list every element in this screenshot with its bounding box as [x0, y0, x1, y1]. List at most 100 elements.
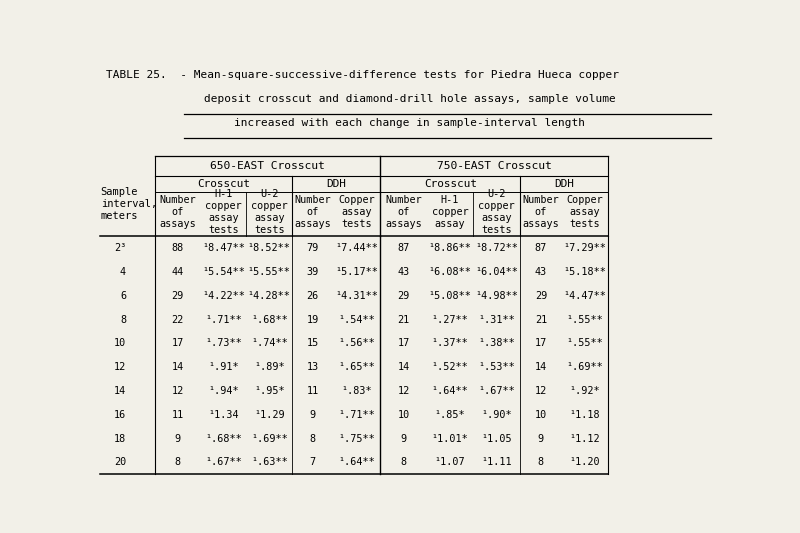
Text: ¹.63**: ¹.63**	[251, 457, 288, 467]
Text: 15: 15	[306, 338, 318, 349]
Text: DDH: DDH	[326, 179, 346, 189]
Text: 26: 26	[306, 291, 318, 301]
Text: ¹8.52**: ¹8.52**	[248, 243, 290, 253]
Text: ¹5.17**: ¹5.17**	[335, 267, 378, 277]
Text: ¹.68**: ¹.68**	[251, 314, 288, 325]
Text: ¹.69**: ¹.69**	[566, 362, 603, 372]
Text: ¹8.72**: ¹8.72**	[475, 243, 518, 253]
Text: 18: 18	[114, 434, 126, 443]
Text: ¹4.31**: ¹4.31**	[335, 291, 378, 301]
Text: ¹.92*: ¹.92*	[570, 386, 600, 396]
Text: ¹6.08**: ¹6.08**	[429, 267, 471, 277]
Text: 750-EAST Crosscut: 750-EAST Crosscut	[437, 161, 552, 171]
Text: ¹8.47**: ¹8.47**	[202, 243, 245, 253]
Text: ¹1.12: ¹1.12	[570, 434, 600, 443]
Text: ¹1.05: ¹1.05	[481, 434, 512, 443]
Text: ¹.31**: ¹.31**	[478, 314, 515, 325]
Text: ¹5.18**: ¹5.18**	[563, 267, 606, 277]
Text: 14: 14	[114, 386, 126, 396]
Text: ¹.69**: ¹.69**	[251, 434, 288, 443]
Text: ¹4.47**: ¹4.47**	[563, 291, 606, 301]
Text: 4: 4	[120, 267, 126, 277]
Text: ¹.37**: ¹.37**	[432, 338, 468, 349]
Text: 10: 10	[534, 410, 547, 420]
Text: ¹1.11: ¹1.11	[481, 457, 512, 467]
Text: ¹1.20: ¹1.20	[570, 457, 600, 467]
Text: 8: 8	[120, 314, 126, 325]
Text: increased with each change in sample-interval length: increased with each change in sample-int…	[234, 118, 586, 128]
Text: 44: 44	[171, 267, 184, 277]
Text: 20: 20	[114, 457, 126, 467]
Text: ¹.90*: ¹.90*	[481, 410, 512, 420]
Text: 11: 11	[306, 386, 318, 396]
Text: ¹4.22**: ¹4.22**	[202, 291, 245, 301]
Text: 9: 9	[310, 410, 316, 420]
Text: 650-EAST Crosscut: 650-EAST Crosscut	[210, 161, 325, 171]
Text: ¹.54**: ¹.54**	[338, 314, 375, 325]
Text: ¹.94*: ¹.94*	[208, 386, 238, 396]
Text: ¹5.55**: ¹5.55**	[248, 267, 290, 277]
Text: Crosscut: Crosscut	[197, 179, 250, 189]
Text: 8: 8	[538, 457, 544, 467]
Text: 87: 87	[534, 243, 547, 253]
Text: 14: 14	[398, 362, 410, 372]
Text: TABLE 25.  - Mean-square-successive-difference tests for Piedra Hueca copper: TABLE 25. - Mean-square-successive-diffe…	[106, 70, 619, 80]
Text: 13: 13	[306, 362, 318, 372]
Text: ¹.55**: ¹.55**	[566, 338, 603, 349]
Text: 6: 6	[120, 291, 126, 301]
Text: 17: 17	[398, 338, 410, 349]
Text: Number
of
assays: Number of assays	[159, 195, 196, 229]
Text: ¹.89*: ¹.89*	[254, 362, 285, 372]
Text: 21: 21	[534, 314, 547, 325]
Text: 16: 16	[114, 410, 126, 420]
Text: 8: 8	[401, 457, 407, 467]
Text: ¹.91*: ¹.91*	[208, 362, 238, 372]
Text: DDH: DDH	[554, 179, 574, 189]
Text: ¹7.29**: ¹7.29**	[563, 243, 606, 253]
Text: ¹.65**: ¹.65**	[338, 362, 375, 372]
Text: U-2
copper
assay
tests: U-2 copper assay tests	[478, 189, 515, 236]
Text: 79: 79	[306, 243, 318, 253]
Text: 2³: 2³	[114, 243, 126, 253]
Text: ¹.67**: ¹.67**	[205, 457, 242, 467]
Text: H-1
copper
assay: H-1 copper assay	[432, 195, 468, 229]
Text: ¹.64**: ¹.64**	[432, 386, 468, 396]
Text: ¹.68**: ¹.68**	[205, 434, 242, 443]
Text: ¹5.08**: ¹5.08**	[429, 291, 471, 301]
Text: ¹.71**: ¹.71**	[338, 410, 375, 420]
Text: 19: 19	[306, 314, 318, 325]
Text: ¹6.04**: ¹6.04**	[475, 267, 518, 277]
Text: 88: 88	[171, 243, 184, 253]
Text: ¹.71**: ¹.71**	[205, 314, 242, 325]
Text: ¹1.01*: ¹1.01*	[432, 434, 468, 443]
Text: ¹.75**: ¹.75**	[338, 434, 375, 443]
Text: ¹1.07: ¹1.07	[434, 457, 466, 467]
Text: H-1
copper
assay
tests: H-1 copper assay tests	[205, 189, 242, 236]
Text: ¹.83*: ¹.83*	[342, 386, 372, 396]
Text: Number
of
assays: Number of assays	[522, 195, 559, 229]
Text: 17: 17	[534, 338, 547, 349]
Text: ¹.55**: ¹.55**	[566, 314, 603, 325]
Text: Number
of
assays: Number of assays	[294, 195, 331, 229]
Text: 9: 9	[401, 434, 407, 443]
Text: 43: 43	[534, 267, 547, 277]
Text: 29: 29	[398, 291, 410, 301]
Text: ¹1.34: ¹1.34	[208, 410, 238, 420]
Text: ¹.56**: ¹.56**	[338, 338, 375, 349]
Text: ¹5.54**: ¹5.54**	[202, 267, 245, 277]
Text: 17: 17	[171, 338, 184, 349]
Text: ¹.74**: ¹.74**	[251, 338, 288, 349]
Text: ¹1.29: ¹1.29	[254, 410, 285, 420]
Text: deposit crosscut and diamond-drill hole assays, sample volume: deposit crosscut and diamond-drill hole …	[204, 94, 616, 104]
Text: Crosscut: Crosscut	[424, 179, 477, 189]
Text: 12: 12	[171, 386, 184, 396]
Text: 12: 12	[398, 386, 410, 396]
Text: Number
of
assays: Number of assays	[386, 195, 422, 229]
Text: 10: 10	[398, 410, 410, 420]
Text: U-2
copper
assay
tests: U-2 copper assay tests	[251, 189, 288, 236]
Text: 8: 8	[310, 434, 316, 443]
Text: 12: 12	[534, 386, 547, 396]
Text: ¹.73**: ¹.73**	[205, 338, 242, 349]
Text: 87: 87	[398, 243, 410, 253]
Text: 21: 21	[398, 314, 410, 325]
